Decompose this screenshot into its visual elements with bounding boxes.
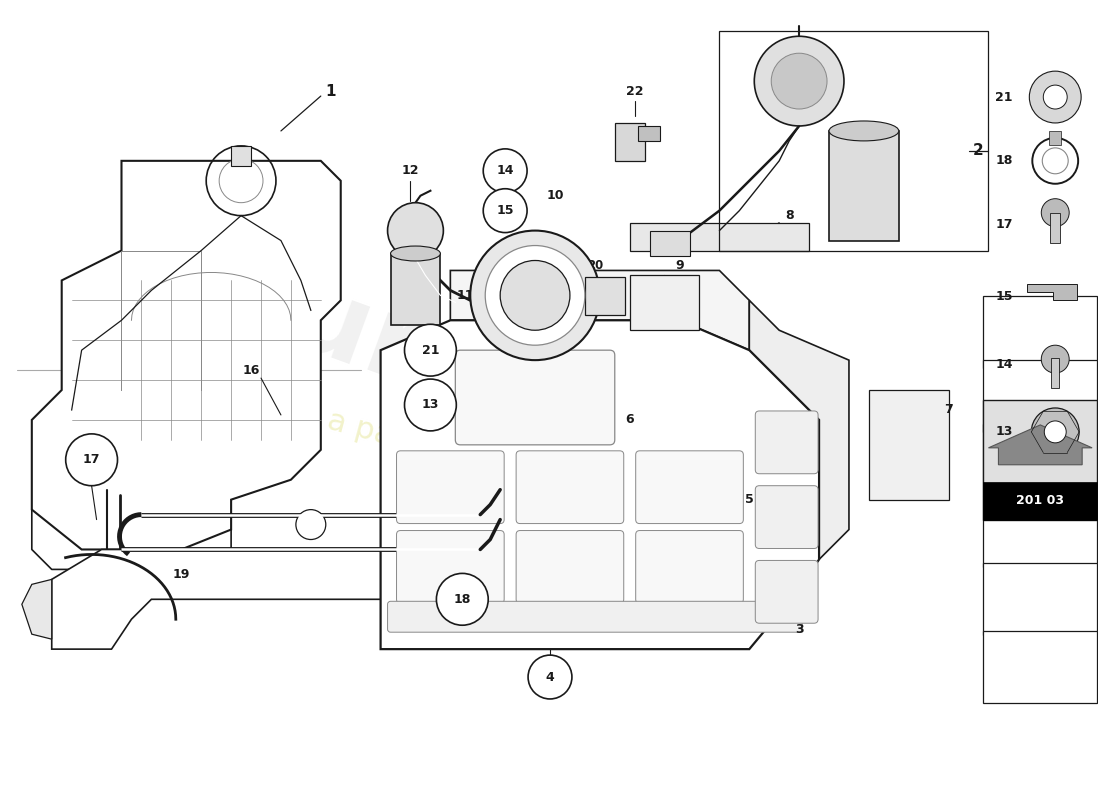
Text: 8: 8 bbox=[785, 209, 793, 222]
Bar bbox=[585, 278, 625, 315]
Bar bbox=[869, 390, 948, 500]
Bar bbox=[390, 254, 440, 326]
Text: 5: 5 bbox=[745, 493, 754, 506]
FancyBboxPatch shape bbox=[636, 451, 744, 523]
Text: 10: 10 bbox=[547, 190, 563, 202]
Bar bbox=[615, 123, 645, 161]
Bar bbox=[983, 424, 1097, 496]
Text: 12: 12 bbox=[402, 164, 419, 178]
Polygon shape bbox=[32, 161, 341, 550]
Bar bbox=[629, 222, 810, 250]
Text: 15: 15 bbox=[996, 290, 1013, 303]
Bar bbox=[983, 563, 1097, 635]
Bar bbox=[1049, 131, 1061, 145]
Text: a passion for parts since 1985: a passion for parts since 1985 bbox=[323, 406, 777, 554]
Circle shape bbox=[1042, 198, 1069, 226]
Bar bbox=[983, 482, 1097, 519]
Polygon shape bbox=[989, 425, 1092, 465]
Circle shape bbox=[66, 434, 118, 486]
Bar bbox=[1052, 358, 1059, 388]
Text: 18: 18 bbox=[453, 593, 471, 606]
FancyBboxPatch shape bbox=[756, 561, 818, 623]
Circle shape bbox=[296, 510, 326, 539]
Text: 14: 14 bbox=[996, 358, 1013, 370]
Bar bbox=[1050, 213, 1060, 242]
Bar bbox=[983, 296, 1097, 368]
Circle shape bbox=[771, 54, 827, 109]
FancyBboxPatch shape bbox=[396, 530, 504, 603]
Text: eurocars: eurocars bbox=[205, 236, 756, 524]
Circle shape bbox=[483, 189, 527, 233]
Bar bbox=[983, 400, 1097, 519]
Text: 22: 22 bbox=[626, 85, 644, 98]
Circle shape bbox=[483, 149, 527, 193]
Text: 17: 17 bbox=[82, 454, 100, 466]
Text: 9: 9 bbox=[675, 259, 684, 272]
FancyBboxPatch shape bbox=[516, 530, 624, 603]
Circle shape bbox=[1043, 85, 1067, 109]
Polygon shape bbox=[22, 579, 52, 639]
Polygon shape bbox=[450, 270, 749, 350]
FancyBboxPatch shape bbox=[455, 350, 615, 445]
Text: 6: 6 bbox=[626, 414, 634, 426]
Polygon shape bbox=[381, 320, 820, 649]
Text: 21: 21 bbox=[996, 90, 1013, 103]
Text: 14: 14 bbox=[496, 164, 514, 178]
Circle shape bbox=[405, 324, 456, 376]
Bar bbox=[983, 631, 1097, 703]
Bar bbox=[983, 360, 1097, 432]
FancyBboxPatch shape bbox=[636, 530, 744, 603]
FancyBboxPatch shape bbox=[387, 602, 802, 632]
Circle shape bbox=[755, 36, 844, 126]
Ellipse shape bbox=[829, 121, 899, 141]
Bar bbox=[638, 126, 660, 141]
Bar bbox=[629, 275, 700, 330]
Text: 21: 21 bbox=[421, 344, 439, 357]
Circle shape bbox=[1044, 421, 1066, 443]
FancyBboxPatch shape bbox=[396, 451, 504, 523]
Text: 15: 15 bbox=[496, 204, 514, 217]
Text: 11: 11 bbox=[456, 289, 474, 302]
Text: 4: 4 bbox=[546, 670, 554, 683]
Circle shape bbox=[387, 202, 443, 258]
FancyBboxPatch shape bbox=[756, 411, 818, 474]
Text: 20: 20 bbox=[586, 259, 603, 272]
Text: 17: 17 bbox=[996, 218, 1013, 231]
Circle shape bbox=[437, 574, 488, 626]
Bar bbox=[983, 496, 1097, 567]
Text: 18: 18 bbox=[996, 154, 1013, 167]
Circle shape bbox=[1030, 71, 1081, 123]
FancyBboxPatch shape bbox=[516, 451, 624, 523]
Bar bbox=[650, 230, 690, 255]
Text: 16: 16 bbox=[242, 364, 260, 377]
Circle shape bbox=[471, 230, 600, 360]
Circle shape bbox=[500, 261, 570, 330]
Text: 13: 13 bbox=[421, 398, 439, 411]
Circle shape bbox=[1032, 408, 1079, 456]
Text: 2: 2 bbox=[974, 143, 983, 158]
Text: 19: 19 bbox=[173, 568, 190, 581]
Circle shape bbox=[1042, 345, 1069, 373]
Bar bbox=[231, 146, 251, 166]
Text: 201 03: 201 03 bbox=[1016, 494, 1065, 507]
Text: 1: 1 bbox=[326, 83, 336, 98]
Polygon shape bbox=[1027, 285, 1077, 300]
Text: 13: 13 bbox=[996, 426, 1013, 438]
Bar bbox=[829, 131, 899, 241]
Polygon shape bbox=[52, 550, 481, 649]
Polygon shape bbox=[749, 300, 849, 559]
Text: 3: 3 bbox=[795, 622, 803, 636]
FancyBboxPatch shape bbox=[756, 486, 818, 549]
Circle shape bbox=[405, 379, 456, 431]
Circle shape bbox=[485, 246, 585, 345]
Text: 7: 7 bbox=[944, 403, 953, 417]
Ellipse shape bbox=[390, 246, 440, 261]
Circle shape bbox=[528, 655, 572, 699]
Bar bbox=[719, 31, 989, 250]
